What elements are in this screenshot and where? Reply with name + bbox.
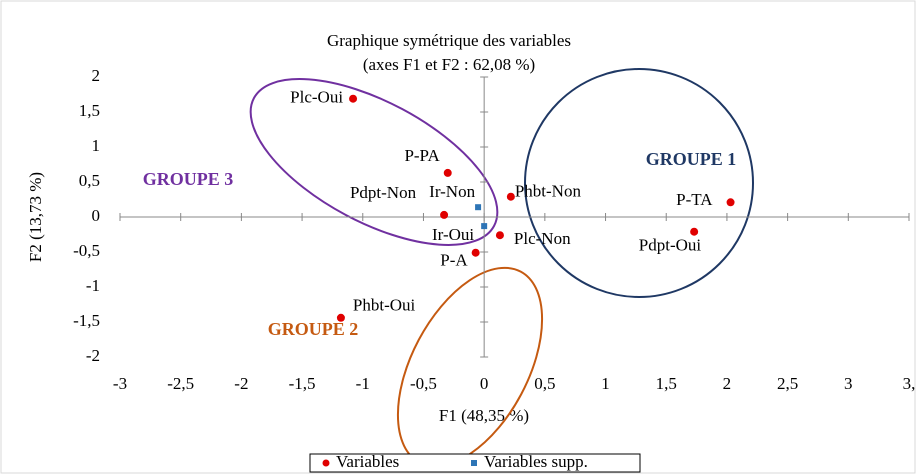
x-tick-label: 3 xyxy=(844,374,853,393)
chart-subtitle: (axes F1 et F2 : 62,08 %) xyxy=(363,55,535,74)
point xyxy=(336,313,345,322)
point xyxy=(443,168,452,177)
point xyxy=(471,248,480,257)
point-label: Phbt-Oui xyxy=(353,296,416,315)
point-label: Phbt-Non xyxy=(515,182,582,201)
point xyxy=(440,210,449,219)
x-tick-label: -2 xyxy=(234,374,248,393)
y-tick-label: 1,5 xyxy=(79,101,100,120)
x-tick-label: 0 xyxy=(480,374,489,393)
x-tick-label: -1,5 xyxy=(289,374,316,393)
y-tick-label: -0,5 xyxy=(73,241,100,260)
x-tick-label: -1 xyxy=(356,374,370,393)
legend-label: Variables supp. xyxy=(484,452,588,471)
group-1-circle xyxy=(524,68,754,298)
x-tick-label: 1,5 xyxy=(656,374,677,393)
point-label: P-PA xyxy=(404,146,440,165)
y-axis-label: F2 (13,73 %) xyxy=(26,172,45,262)
legend-label: Variables xyxy=(336,452,399,471)
point-label: Plc-Oui xyxy=(290,88,343,107)
point xyxy=(726,198,735,207)
point-label: Ir-Oui xyxy=(432,225,474,244)
y-tick-label: -1,5 xyxy=(73,311,100,330)
point-label: P-A xyxy=(440,251,468,270)
point-label: P-TA xyxy=(676,190,713,209)
chart-title: Graphique symétrique des variables xyxy=(327,31,571,50)
point xyxy=(495,231,504,240)
point xyxy=(690,227,699,236)
group-3-ellipse xyxy=(249,78,499,246)
x-tick-label: -2,5 xyxy=(167,374,194,393)
x-tick-label: -0,5 xyxy=(410,374,437,393)
x-tick-label: 1 xyxy=(601,374,610,393)
point-label: Ir-Non xyxy=(429,182,475,201)
point-label: Plc-Non xyxy=(514,229,571,248)
point-label: Pdpt-Non xyxy=(350,183,417,202)
point xyxy=(475,204,482,211)
point xyxy=(481,223,488,230)
group-label: GROUPE 1 xyxy=(646,149,737,169)
group-label: GROUPE 3 xyxy=(143,169,234,189)
x-tick-label: 2,5 xyxy=(777,374,798,393)
y-tick-label: 2 xyxy=(92,66,101,85)
legend-marker xyxy=(322,459,330,467)
y-tick-label: 0,5 xyxy=(79,171,100,190)
point xyxy=(349,94,358,103)
group-label: GROUPE 2 xyxy=(268,319,359,339)
y-tick-label: -2 xyxy=(86,346,100,365)
group-2-ellipse xyxy=(396,266,544,468)
x-tick-label: 3, xyxy=(903,374,916,393)
x-tick-label: 0,5 xyxy=(534,374,555,393)
x-tick-label: 2 xyxy=(723,374,732,393)
point-label: Pdpt-Oui xyxy=(639,236,702,255)
y-tick-label: 0 xyxy=(92,206,101,225)
point xyxy=(506,192,515,201)
y-tick-label: -1 xyxy=(86,276,100,295)
legend-marker xyxy=(471,460,477,466)
x-axis-label: F1 (48,35 %) xyxy=(439,406,529,425)
x-tick-label: -3 xyxy=(113,374,127,393)
y-tick-label: 1 xyxy=(92,136,101,155)
